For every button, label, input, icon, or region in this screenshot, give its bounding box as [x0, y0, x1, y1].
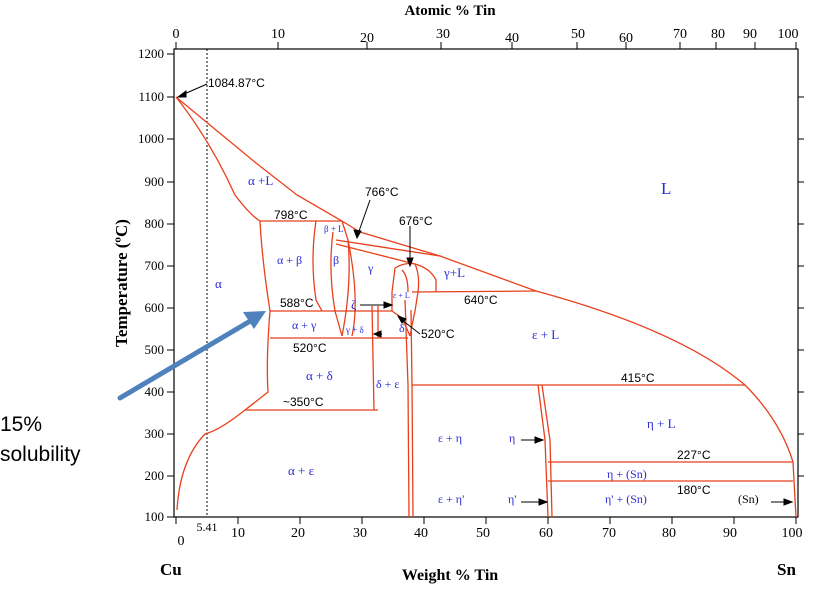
- plot-frame: [173, 48, 799, 518]
- phase-label-alpha-l: α +L: [248, 173, 273, 188]
- top-tick-label: 0: [173, 27, 180, 42]
- top-tick-label: 20: [360, 31, 374, 46]
- phase-label-eta-sn: η + (Sn): [607, 467, 647, 481]
- bottom-tick-label: 0: [178, 534, 185, 549]
- left-axis-title: Temperature (ºC): [112, 219, 131, 347]
- top-axis-title: Atomic % Tin: [404, 3, 496, 19]
- bottom-tick-label: 30: [353, 526, 367, 541]
- annotation-arrows: [176, 83, 794, 506]
- temp-label-415: 415°C: [621, 371, 655, 385]
- bottom-tick-label: 90: [723, 526, 737, 541]
- top-tick-label: 40: [505, 31, 519, 46]
- phase-label-gamma-delta: γ + δ: [345, 325, 364, 335]
- temp-label-798: 798°C: [274, 208, 308, 222]
- phase-label-alpha-gamma: α + γ: [292, 318, 317, 332]
- phase-label-liquid: L: [661, 179, 671, 198]
- top-tick-label: 100: [778, 27, 799, 42]
- top-tick-label: 60: [619, 31, 633, 46]
- left-tick-label: 800: [145, 216, 165, 231]
- left-tick-label: 700: [145, 258, 165, 273]
- left-tick-label: 900: [145, 174, 165, 189]
- element-label-cu: Cu: [160, 560, 182, 579]
- phase-label-alpha: α: [215, 276, 222, 291]
- left-tick-label: 400: [145, 384, 165, 399]
- temp-label-640: 640°C: [464, 293, 498, 307]
- phase-labels: L α +L α α + β β β + L γ γ+L ζ ε + L α +…: [215, 173, 676, 506]
- left-tick-label: 600: [145, 300, 165, 315]
- temp-label-180: 180°C: [677, 483, 711, 497]
- phase-label-etap-sn: η' + (Sn): [605, 492, 647, 506]
- top-tick-label: 90: [743, 27, 757, 42]
- bottom-axis-ticks: [175, 517, 797, 524]
- top-tick-label: 50: [571, 27, 585, 42]
- bottom-tick-label: 50: [476, 526, 490, 541]
- left-tick-label: 200: [145, 468, 165, 483]
- temp-label-520-left: 520°C: [293, 341, 327, 355]
- temp-label-227: 227°C: [677, 448, 711, 462]
- callout-arrow: [117, 311, 266, 401]
- bottom-tick-label: 70: [602, 526, 616, 541]
- bottom-tick-label: 60: [539, 526, 553, 541]
- top-axis-ticks: [175, 42, 797, 49]
- callout-line-percent: 15%: [0, 413, 43, 436]
- temp-label-766: 766°C: [365, 185, 399, 199]
- temp-label-520-right: 520°C: [421, 327, 455, 341]
- phase-label-etap: η': [508, 492, 516, 506]
- top-tick-label: 80: [711, 27, 725, 42]
- left-tick-label: 100: [145, 509, 165, 524]
- bottom-axis-title: Weight % Tin: [402, 567, 498, 584]
- temp-label-1084: 1084.87°C: [208, 76, 265, 90]
- phase-label-beta-l: β + L: [324, 224, 344, 234]
- temperature-labels: 1084.87°C 798°C 766°C 676°C 640°C 588°C …: [208, 76, 711, 497]
- temp-label-588: 588°C: [280, 296, 314, 310]
- temp-label-350: ~350°C: [283, 395, 324, 409]
- top-tick-label: 10: [271, 27, 285, 42]
- left-tick-label: 500: [145, 342, 165, 357]
- phase-label-eps-eta: ε + η: [438, 431, 462, 445]
- phase-label-eta-l: η + L: [647, 416, 676, 431]
- phase-label-zeta: ζ: [351, 297, 357, 312]
- top-tick-label: 30: [436, 27, 450, 42]
- bottom-tick-label: 40: [414, 526, 428, 541]
- phase-label-beta: β: [333, 253, 339, 267]
- left-tick-label: 300: [145, 426, 165, 441]
- phase-label-delta-eps: δ + ε: [376, 377, 399, 391]
- top-tick-label: 70: [673, 27, 687, 42]
- left-tick-label: 1000: [138, 131, 164, 146]
- phase-label-delta: δ: [399, 321, 405, 335]
- phase-label-sn: (Sn): [738, 492, 759, 506]
- bottom-tick-label: 10: [231, 526, 245, 541]
- phase-label-eta: η: [509, 431, 515, 445]
- bottom-tick-label: 20: [291, 526, 305, 541]
- phase-label-gamma-l: γ+L: [443, 265, 465, 280]
- bottom-extra-tick-label: 5.41: [197, 520, 218, 534]
- right-axis-ticks: [798, 96, 804, 477]
- bottom-tick-label: 100: [782, 526, 803, 541]
- phase-boundaries: [175, 96, 797, 518]
- phase-label-eps-etap: ε + η': [438, 492, 464, 506]
- phase-label-alpha-delta: α + δ: [306, 368, 333, 383]
- phase-label-eps-l: ε + L: [393, 291, 410, 300]
- phase-label-alpha-eps: α + ε: [288, 463, 315, 478]
- temp-label-676: 676°C: [399, 214, 433, 228]
- left-tick-label: 1200: [138, 46, 164, 61]
- element-label-sn: Sn: [777, 560, 796, 579]
- callout-line-solubility: solubility: [0, 443, 81, 466]
- bottom-tick-label: 80: [662, 526, 676, 541]
- phase-label-alpha-beta: α + β: [277, 253, 302, 267]
- left-tick-label: 1100: [138, 89, 164, 104]
- phase-label-eps-l-large: ε + L: [532, 327, 559, 342]
- phase-label-gamma: γ: [367, 261, 374, 275]
- left-axis-ticks: [167, 53, 174, 518]
- solubility-callout: 15% solubility: [0, 410, 81, 470]
